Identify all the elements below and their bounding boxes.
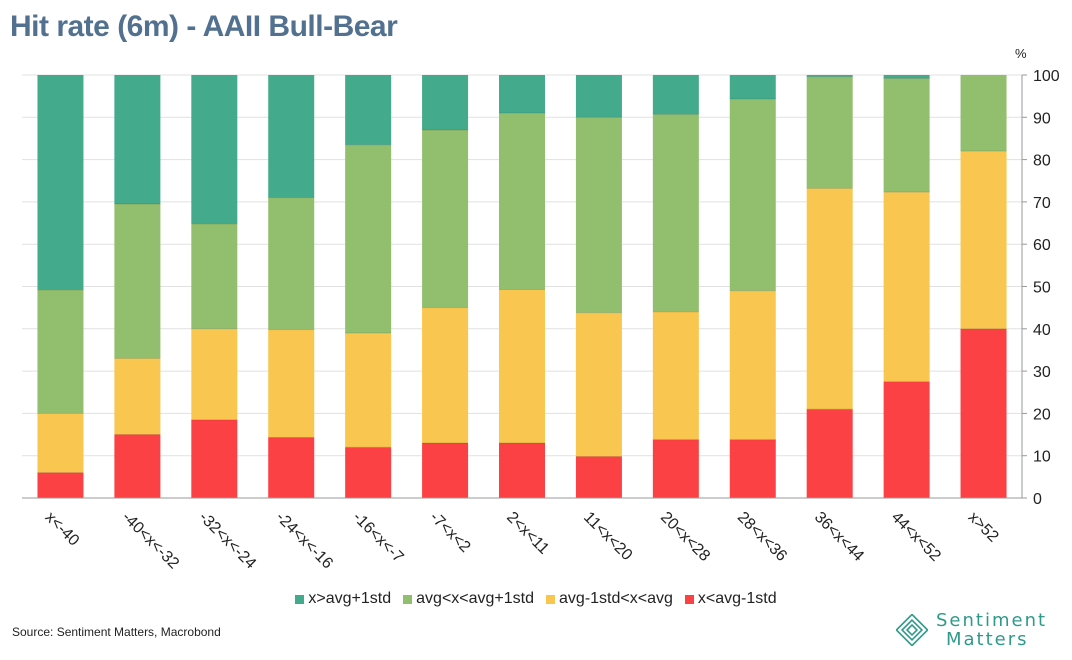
- bar-segment: [806, 75, 853, 77]
- x-tick-label: 36<x<44: [811, 509, 867, 565]
- legend-item: avg-1std<x<avg: [546, 590, 673, 608]
- bar-segment: [268, 75, 315, 198]
- bar-segment: [191, 223, 238, 329]
- x-tick-label: 2<x<11: [503, 509, 552, 558]
- y-tick-label: 10: [1033, 449, 1051, 466]
- bar-segment: [345, 333, 392, 448]
- y-tick-label: 100: [1033, 68, 1060, 85]
- x-tick-label: 20<x<28: [657, 509, 713, 565]
- bar-segment: [268, 437, 315, 498]
- bar-segment: [575, 117, 622, 313]
- bar-segment: [345, 75, 392, 145]
- bar-segment: [652, 75, 699, 115]
- bar-segment: [575, 312, 622, 457]
- bar-segment: [268, 197, 315, 330]
- bar-segment: [114, 204, 161, 359]
- bar-segment: [960, 151, 1007, 329]
- bar-segment: [191, 419, 238, 498]
- bar-segment: [575, 75, 622, 118]
- y-tick-label: 30: [1033, 364, 1051, 381]
- legend-label: avg<x<avg+1std: [416, 590, 535, 607]
- bar-segment: [729, 439, 776, 498]
- legend-label: avg-1std<x<avg: [559, 590, 673, 607]
- bar-segment: [729, 290, 776, 440]
- logo-text-line2: Matters: [946, 629, 1029, 650]
- bar-segment: [114, 434, 161, 498]
- x-tick-label: -32<x<-24: [195, 509, 259, 573]
- bar-segment: [960, 328, 1007, 498]
- bar-segment: [422, 307, 469, 444]
- chart-title: Hit rate (6m) - AAII Bull-Bear: [10, 10, 398, 43]
- legend-swatch: [684, 594, 694, 604]
- diamond-logo-icon: [896, 614, 928, 646]
- bar-segment: [37, 472, 84, 498]
- bar-segment: [345, 144, 392, 334]
- bar-segment: [499, 443, 545, 498]
- bar-segment: [191, 328, 238, 420]
- legend-item: x>avg+1std: [295, 590, 391, 608]
- bar-segment: [883, 381, 930, 498]
- bar-segment: [652, 114, 699, 312]
- legend: x>avg+1std avg<x<avg+1std avg-1std<x<avg x<…: [0, 590, 1072, 608]
- logo-text-line1: Sentiment: [936, 610, 1048, 631]
- bar-segment: [883, 192, 930, 382]
- x-tick-label: 11<x<20: [580, 509, 635, 564]
- bar-segment: [729, 99, 776, 291]
- y-axis-unit: %: [1015, 46, 1027, 61]
- bar-segment: [806, 76, 853, 189]
- bar-segment: [191, 75, 238, 224]
- bar-segment: [37, 413, 84, 473]
- x-tick-label: 44<x<52: [888, 509, 944, 565]
- y-tick-label: 50: [1033, 280, 1051, 297]
- legend-label: x<avg-1std: [697, 590, 777, 607]
- y-tick-label: 20: [1033, 406, 1051, 423]
- y-tick-label: 40: [1033, 322, 1051, 339]
- x-tick-label: -40<x<-32: [119, 509, 183, 573]
- legend-swatch: [546, 594, 556, 604]
- bar-segment: [268, 329, 315, 438]
- y-tick-label: 90: [1033, 110, 1051, 127]
- bar-segment: [806, 188, 853, 410]
- bar-segment: [37, 289, 84, 414]
- x-tick-label: 28<x<36: [734, 509, 790, 565]
- legend-label: x>avg+1std: [308, 590, 392, 607]
- bar-segment: [652, 439, 699, 498]
- x-tick-label: -16<x<-7: [349, 509, 406, 566]
- x-tick-label: -24<x<-16: [272, 509, 336, 573]
- bar-segment: [652, 311, 699, 440]
- x-tick-label: -7<x<2: [426, 509, 473, 556]
- bar-segment: [422, 75, 469, 130]
- bar-segment: [575, 456, 622, 498]
- bar-segment: [883, 78, 930, 193]
- bar-segment: [499, 113, 545, 290]
- y-tick-label: 70: [1033, 195, 1051, 212]
- legend-item: avg<x<avg+1std: [403, 590, 534, 608]
- bar-segment: [422, 443, 469, 498]
- bars: [37, 75, 1007, 498]
- legend-item: x<avg-1std: [684, 590, 777, 608]
- bar-segment: [960, 75, 1007, 152]
- y-tick-label: 0: [1033, 491, 1042, 508]
- bar-segment: [806, 409, 853, 498]
- source-note: Source: Sentiment Matters, Macrobond: [12, 625, 221, 639]
- y-tick-label: 60: [1033, 237, 1051, 254]
- bar-segment: [114, 75, 161, 205]
- bar-segment: [499, 75, 545, 114]
- y-tick-label: 80: [1033, 153, 1051, 170]
- brand-logo: Sentiment Matters: [896, 611, 1047, 649]
- legend-swatch: [295, 594, 305, 604]
- bar-segment: [37, 75, 84, 290]
- bar-segment: [729, 75, 776, 100]
- bar-segment: [422, 129, 469, 308]
- bar-segment: [883, 75, 930, 79]
- bar-segment: [345, 447, 392, 498]
- x-tick-label: x<-40: [42, 509, 83, 550]
- legend-swatch: [403, 594, 413, 604]
- x-tick-label: x>52: [965, 509, 1002, 546]
- bar-segment: [499, 289, 545, 444]
- bar-segment: [114, 358, 161, 435]
